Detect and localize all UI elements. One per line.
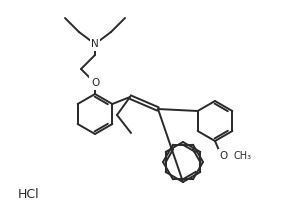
Text: O: O <box>220 151 228 161</box>
Text: CH₃: CH₃ <box>233 151 251 161</box>
Text: N: N <box>91 39 99 49</box>
Text: O: O <box>91 78 99 88</box>
Text: HCl: HCl <box>18 187 40 200</box>
